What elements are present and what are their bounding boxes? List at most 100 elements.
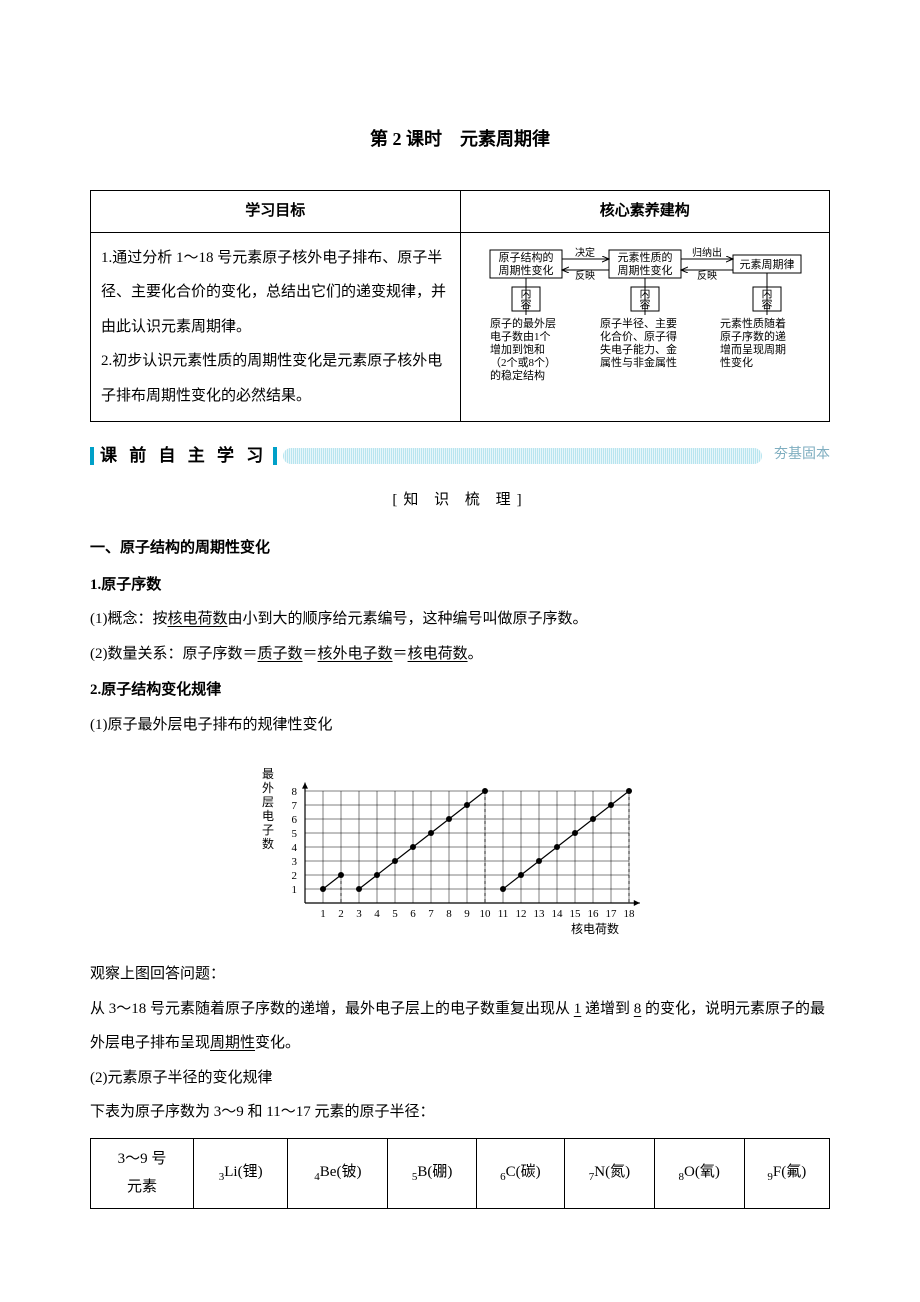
svg-text:1: 1: [292, 884, 298, 896]
p2-u1: 质子数: [258, 646, 303, 662]
box2-l1: 元素性质的: [617, 250, 672, 264]
col3-l1: 元素性质随着: [720, 316, 786, 330]
svg-text:7: 7: [428, 908, 434, 920]
p4: 观察上图回答问题：: [90, 957, 830, 992]
arrow2-top: 归纳出: [692, 246, 722, 259]
svg-text:8: 8: [446, 908, 452, 920]
svg-text:9: 9: [464, 908, 470, 920]
svg-text:10: 10: [480, 908, 492, 920]
col1-l4: （2个或8个）: [490, 356, 556, 369]
svg-text:4: 4: [292, 842, 298, 854]
p1: (1)概念：按核电荷数由小到大的顺序给元素编号，这种编号叫做原子序数。: [90, 602, 830, 637]
label-nr1b: 容: [520, 297, 531, 311]
col1-l2: 电子数由1个: [490, 329, 551, 343]
element-cell: 3Li(锂): [194, 1138, 288, 1208]
p2-m2: ＝: [393, 646, 408, 662]
bar-stripe: [283, 448, 762, 464]
svg-text:5: 5: [292, 828, 298, 840]
p2-u2: 核外电子数: [318, 646, 393, 662]
svg-text:外: 外: [262, 781, 274, 795]
svg-text:2: 2: [338, 908, 344, 920]
label-nr2b: 容: [639, 297, 650, 311]
svg-text:6: 6: [410, 908, 416, 920]
element-cell: 5B(硼): [388, 1138, 476, 1208]
p1-suffix: 由小到大的顺序给元素编号，这种编号叫做原子序数。: [228, 611, 588, 627]
col2-l2: 化合价、原子得: [600, 329, 677, 343]
elements-table: 3～9 号元素 3Li(锂)4Be(铍)5B(硼)6C(碳)7N(氮)8O(氧)…: [90, 1138, 830, 1209]
element-cell: 9F(氟): [744, 1138, 829, 1208]
goal-1: 1.通过分析 1～18 号元素原子核外电子排布、原子半径、主要化合价的变化，总结…: [101, 250, 446, 335]
col1-l5: 的稳定结构: [490, 368, 545, 382]
goals-header-right: 核心素养建构: [460, 190, 830, 232]
svg-text:12: 12: [516, 908, 527, 920]
svg-text:13: 13: [534, 908, 546, 920]
box1-l1: 原子结构的: [498, 250, 553, 264]
box1-l2: 周期性变化: [498, 263, 553, 277]
arrow2-bottom: 反映: [697, 270, 717, 282]
box3: 元素周期律: [739, 258, 794, 271]
p2-m1: ＝: [303, 646, 318, 662]
svg-text:子: 子: [262, 823, 274, 837]
col3-l2: 原子序数的递: [720, 329, 786, 343]
element-cell: 6C(碳): [476, 1138, 564, 1208]
svg-text:15: 15: [570, 908, 582, 920]
p5-u3: 周期性: [210, 1035, 255, 1051]
p5-suffix: 变化。: [255, 1035, 300, 1051]
col3-l3: 增而呈现周期: [720, 342, 786, 356]
svg-text:5: 5: [392, 908, 398, 920]
p2-prefix: (2)数量关系：原子序数＝: [90, 646, 258, 662]
h3-1: 1.原子序数: [90, 568, 830, 603]
p1-prefix: (1)概念：按: [90, 611, 168, 627]
p2: (2)数量关系：原子序数＝质子数＝核外电子数＝核电荷数。: [90, 637, 830, 672]
svg-text:核电荷数: 核电荷数: [571, 921, 619, 936]
svg-text:3: 3: [292, 856, 298, 868]
svg-text:18: 18: [624, 908, 636, 920]
p2-u3: 核电荷数: [408, 646, 468, 662]
p2-suffix: 。: [468, 646, 483, 662]
col2-l1: 原子半径、主要: [600, 316, 677, 330]
svg-text:电: 电: [262, 809, 274, 823]
svg-text:6: 6: [292, 814, 298, 826]
label-nr2a: 内: [639, 286, 650, 300]
svg-text:16: 16: [588, 908, 600, 920]
p5-mid: 递增到: [581, 1001, 634, 1017]
goals-header-left: 学习目标: [91, 190, 461, 232]
svg-text:4: 4: [374, 908, 380, 920]
svg-text:最: 最: [262, 767, 274, 781]
goals-table: 学习目标 核心素养建构 1.通过分析 1～18 号元素原子核外电子排布、原子半径…: [90, 190, 830, 423]
svg-text:8: 8: [292, 786, 298, 798]
p5-prefix: 从 3～18 号元素随着原子序数的递增，最外电子层上的电子数重复出现从: [90, 1001, 574, 1017]
p5: 从 3～18 号元素随着原子序数的递增，最外电子层上的电子数重复出现从 1 递增…: [90, 992, 830, 1061]
svg-text:数: 数: [262, 836, 274, 851]
chart-svg: 12345678910111213141516171812345678最外层电子…: [250, 748, 670, 938]
bar-accent: [90, 447, 94, 465]
label-nr3b: 容: [761, 297, 772, 311]
p1-u1: 核电荷数: [168, 611, 228, 627]
subheading: [知 识 梳 理]: [90, 484, 830, 517]
col2-l4: 属性与非金属性: [600, 355, 677, 369]
element-cell: 8O(氧): [654, 1138, 744, 1208]
elements-row: 3～9 号元素 3Li(锂)4Be(铍)5B(硼)6C(碳)7N(氮)8O(氧)…: [91, 1138, 830, 1208]
element-cell: 4Be(铍): [288, 1138, 388, 1208]
goal-2: 2.初步认识元素性质的周期性变化是元素原子核外电子排布周期性变化的必然结果。: [101, 353, 442, 404]
element-cell: 7N(氮): [565, 1138, 655, 1208]
section-bar-suffix: 夯基固本: [774, 440, 830, 471]
box2-l2: 周期性变化: [617, 263, 672, 277]
svg-text:14: 14: [552, 908, 564, 920]
col1-l1: 原子的最外层: [490, 316, 556, 330]
p3: (1)原子最外层电子排布的规律性变化: [90, 708, 830, 743]
svg-text:11: 11: [498, 908, 509, 920]
arrow1-top: 决定: [575, 246, 595, 259]
lesson-title: 第 2 课时 元素周期律: [90, 120, 830, 160]
p7: 下表为原子序数为 3～9 和 11～17 元素的原子半径：: [90, 1095, 830, 1130]
svg-text:17: 17: [606, 908, 618, 920]
p6: (2)元素原子半径的变化规律: [90, 1061, 830, 1096]
section-bar-label: 课 前 自 主 学 习: [100, 437, 267, 474]
concept-diagram: 原子结构的 周期性变化 元素性质的 周期性变化 元素周期律 决定 反映 归纳出 …: [485, 245, 805, 395]
label-nr3a: 内: [761, 286, 772, 300]
arrow1-bottom: 反映: [575, 270, 595, 282]
goals-text: 1.通过分析 1～18 号元素原子核外电子排布、原子半径、主要化合价的变化，总结…: [91, 232, 461, 422]
electron-chart: 12345678910111213141516171812345678最外层电子…: [90, 748, 830, 951]
svg-text:层: 层: [262, 795, 274, 809]
col3-l4: 性变化: [720, 355, 753, 369]
